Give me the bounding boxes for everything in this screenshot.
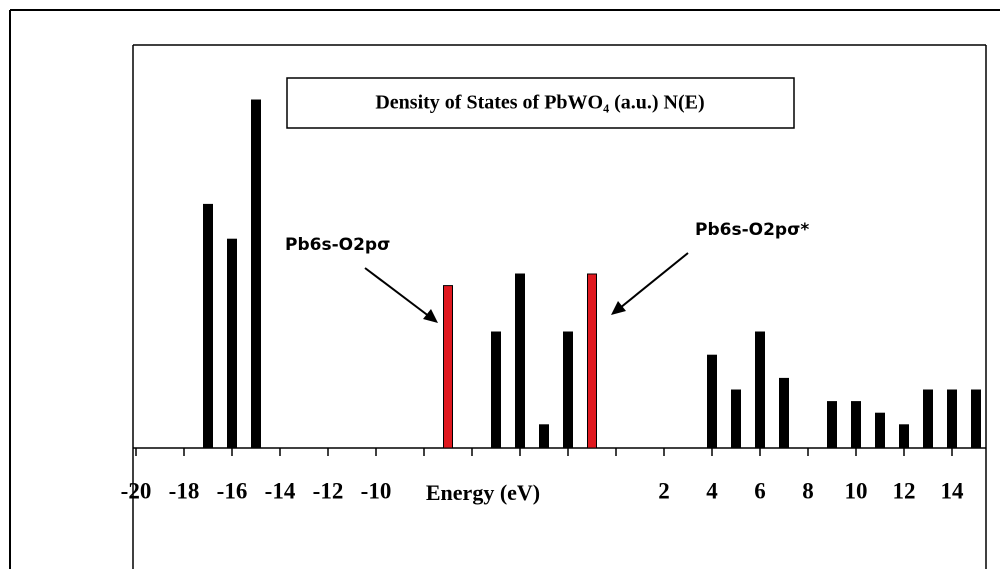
bar	[827, 401, 837, 449]
bar	[587, 273, 597, 449]
bar	[563, 331, 573, 449]
annotation: Pb6s-O2pσ*	[695, 220, 809, 240]
x-tick-label: 6	[754, 478, 766, 503]
chart-title: Density of States of PbWO₄ (a.u.) N(E)	[375, 92, 704, 114]
x-tick-label: -10	[361, 478, 392, 503]
bar	[899, 424, 909, 449]
bar	[923, 389, 933, 449]
bar	[491, 331, 501, 449]
arrowhead	[611, 301, 626, 315]
bar	[707, 354, 717, 449]
x-tick-label: -14	[265, 478, 296, 503]
arrow	[614, 252, 689, 313]
bar	[203, 203, 213, 449]
bar	[971, 389, 981, 449]
bar	[947, 389, 957, 449]
bar	[875, 412, 885, 449]
bar	[515, 273, 525, 449]
x-tick-label: -20	[121, 478, 152, 503]
annotation: Pb6s-O2pσ	[285, 235, 390, 255]
title-box	[286, 77, 795, 129]
plot-area: -20-18-16-14-12-10-8-6-4-202468101214	[121, 99, 986, 503]
bar	[779, 377, 789, 449]
bar	[227, 238, 237, 449]
bar	[755, 331, 765, 449]
arrow	[364, 267, 435, 321]
x-tick-label: 4	[706, 478, 718, 503]
x-tick-label: -18	[169, 478, 200, 503]
xlabel-box	[396, 470, 658, 522]
x-tick-label: 2	[658, 478, 670, 503]
x-tick-label: -16	[217, 478, 248, 503]
x-tick-label: -12	[313, 478, 344, 503]
bar	[539, 424, 549, 449]
x-axis-label: Energy (eV)	[426, 480, 540, 505]
x-tick-label: 10	[845, 478, 868, 503]
bar	[443, 285, 453, 449]
bar	[851, 401, 861, 449]
bar	[731, 389, 741, 449]
bar	[251, 99, 261, 449]
arrowhead	[423, 309, 438, 323]
x-tick-label: 14	[941, 478, 965, 503]
x-tick-label: 12	[893, 478, 916, 503]
x-tick-label: 8	[802, 478, 814, 503]
